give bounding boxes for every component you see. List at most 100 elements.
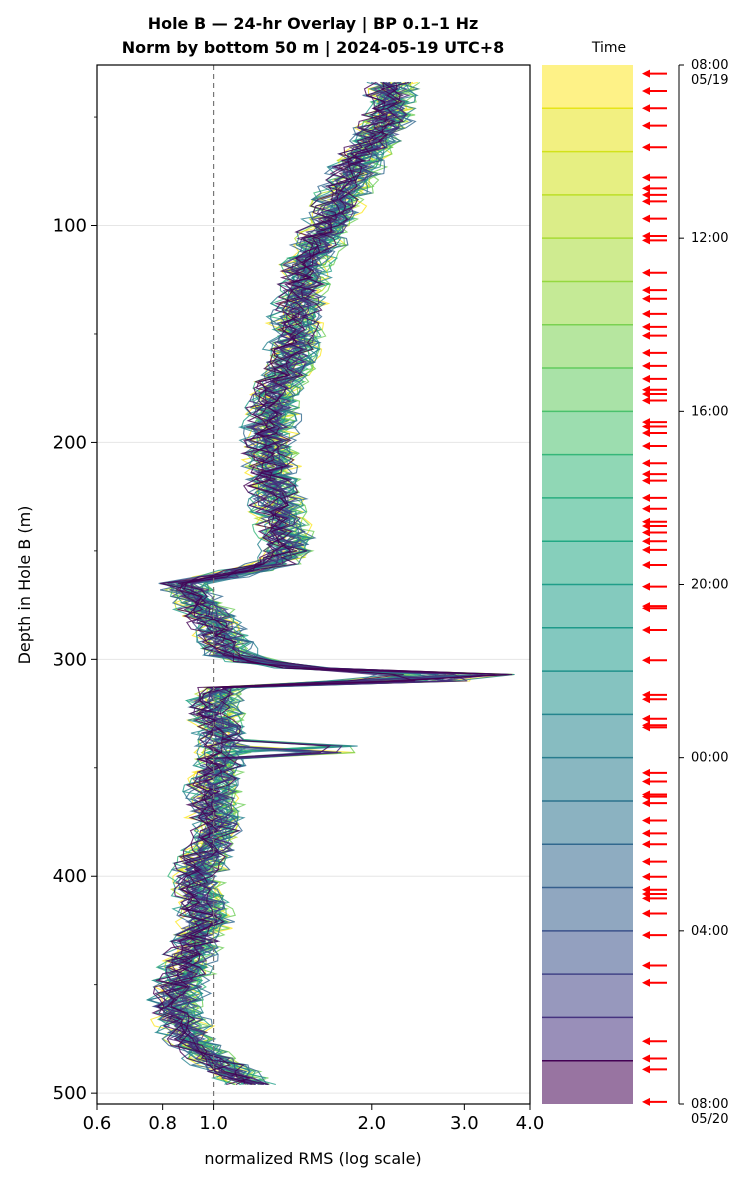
x-tick-label: 1.0 (199, 1113, 228, 1134)
time-arrow-head (642, 522, 650, 531)
colorbar-band (542, 108, 633, 152)
time-arrow-head (642, 374, 650, 383)
time-arrow-head (642, 422, 650, 431)
series-line (177, 82, 429, 1085)
x-tick-label: 0.6 (83, 1113, 112, 1134)
colorbar-label: Time (591, 40, 626, 56)
colorbar-band (542, 454, 633, 498)
time-arrow-head (642, 816, 650, 825)
time-arrow-head (642, 545, 650, 554)
time-arrow-head (642, 104, 650, 113)
time-arrow-head (642, 1097, 650, 1106)
x-tick-label: 4.0 (516, 1113, 545, 1134)
colorbar-band (542, 1017, 633, 1061)
time-arrow-head (642, 1037, 650, 1046)
time-arrow-head (642, 768, 650, 777)
time-arrow-head (642, 561, 650, 570)
colorbar-band (542, 541, 633, 585)
time-arrow-head (642, 396, 650, 405)
time-colorbar (542, 65, 633, 1104)
time-arrow-head (642, 537, 650, 546)
time-arrow-head (642, 441, 650, 450)
time-arrow-head (642, 714, 650, 723)
y-axis-label: Depth in Hole B (m) (15, 506, 34, 665)
time-arrow-head (642, 1065, 650, 1074)
time-arrow-head (642, 504, 650, 513)
time-arrow-head (642, 390, 650, 399)
chart-title-line1: Hole B — 24-hr Overlay | BP 0.1–1 Hz (148, 14, 479, 34)
time-arrow-head (642, 268, 650, 277)
colorbar-band (542, 887, 633, 931)
time-arrow-head (642, 459, 650, 468)
time-arrow-head (642, 961, 650, 970)
colorbar-band (542, 671, 633, 715)
time-arrow-head (642, 184, 650, 193)
colorbar-band (542, 151, 633, 195)
colorbar-band (542, 627, 633, 672)
colorbar-band (542, 714, 633, 758)
time-arrow-head (642, 214, 650, 223)
time-tick-label: 08:00 05/19 (691, 58, 728, 88)
colorbar-band (542, 930, 633, 975)
time-arrow-head (642, 792, 650, 801)
y-tick-label: 500 (53, 1083, 87, 1104)
colorbar-band (542, 238, 633, 282)
time-arrow-head (642, 294, 650, 303)
colorbar-band (542, 65, 633, 109)
time-arrow-head (642, 121, 650, 130)
time-arrow-head (642, 348, 650, 357)
time-arrow-head (642, 582, 650, 591)
time-arrow-head (642, 894, 650, 903)
x-tick-label: 0.8 (148, 1113, 177, 1134)
time-arrow-head (642, 829, 650, 838)
time-arrow-head (642, 723, 650, 732)
colorbar-band (542, 368, 633, 412)
horizontal-gridlines (97, 225, 530, 1094)
time-arrow-head (642, 322, 650, 331)
x-axis-ticks: 0.6 0.8 1.0 2.0 3.0 4.0 (83, 1104, 545, 1134)
time-arrow-head (642, 190, 650, 199)
colorbar-band (542, 844, 633, 888)
time-arrow-head (642, 309, 650, 318)
time-arrow-head (642, 236, 650, 245)
time-tick-label: 12:00 (691, 231, 728, 246)
colorbar-band (542, 757, 633, 801)
time-arrow-head (642, 857, 650, 866)
time-arrow-head (642, 476, 650, 485)
time-arrow-head (642, 143, 650, 152)
chart-title-line2: Norm by bottom 50 m | 2024-05-19 UTC+8 (122, 38, 505, 58)
time-arrow-head (642, 799, 650, 808)
time-arrow-head (642, 931, 650, 940)
time-arrow-head (642, 1054, 650, 1063)
series-line (181, 81, 514, 1085)
time-arrow-head (642, 428, 650, 437)
colorbar-band (542, 411, 633, 455)
colorbar-band (542, 584, 633, 628)
time-arrow-head (642, 528, 650, 537)
time-tick-label: 08:00 05/20 (691, 1097, 728, 1127)
time-arrow-head (642, 695, 650, 704)
time-tick-label: 04:00 (691, 924, 728, 939)
sample-time-arrows (642, 69, 667, 1106)
colorbar-time-ticks: 08:00 05/19 12:00 16:00 20:00 00:00 04:00 08:00… (678, 58, 728, 1127)
time-arrow-head (642, 777, 650, 786)
colorbar-band (542, 497, 633, 542)
y-axis-ticks: 100 200 300 400 500 (53, 116, 97, 1104)
time-tick-label: 20:00 (691, 578, 728, 593)
colorbar-band (542, 194, 633, 239)
colorbar-band (542, 281, 633, 325)
series-line (179, 82, 515, 1086)
time-arrow-head (642, 493, 650, 502)
series-line (167, 81, 509, 1085)
time-arrow-head (642, 840, 650, 849)
y-tick-label: 300 (53, 649, 87, 670)
x-tick-label: 3.0 (450, 1113, 479, 1134)
depth-profile-series (145, 81, 515, 1086)
time-arrow-head (642, 286, 650, 295)
time-arrow-head (642, 86, 650, 95)
x-tick-label: 2.0 (357, 1113, 386, 1134)
colorbar-band (542, 1060, 633, 1104)
x-axis-label: normalized RMS (log scale) (204, 1149, 421, 1168)
time-arrow-head (642, 872, 650, 881)
